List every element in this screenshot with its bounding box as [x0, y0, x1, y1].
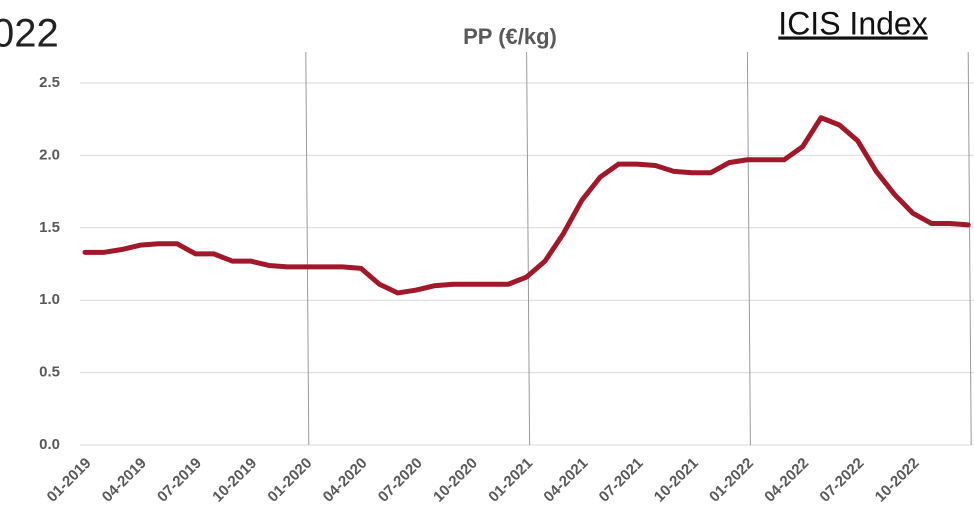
year-divider: [967, 51, 972, 446]
x-tick-label: 04-2021: [540, 455, 591, 506]
x-tick-label: 01-2020: [264, 455, 315, 506]
y-tick-label: 2.5: [39, 74, 60, 91]
x-tick-label: 04-2022: [761, 455, 812, 506]
x-tick-label: 07-2022: [816, 455, 867, 506]
year-divider: [305, 51, 310, 446]
y-tick-label: 2.0: [39, 146, 60, 163]
year-divider: [526, 51, 531, 446]
x-tick-label: 04-2020: [320, 455, 371, 506]
x-tick-label: 01-2019: [44, 455, 95, 506]
y-tick-label: 0.0: [39, 436, 60, 453]
x-tick-label: 01-2021: [485, 455, 536, 506]
y-tick-label: 1.0: [39, 291, 60, 308]
x-tick-label: 04-2019: [99, 455, 150, 506]
chart-title: PP (€/kg): [463, 24, 557, 49]
x-tick-label: 07-2020: [375, 455, 426, 506]
corner-text: 022: [0, 12, 59, 56]
index-link[interactable]: ICIS Index: [778, 5, 927, 41]
x-tick-label: 10-2021: [651, 455, 702, 506]
x-tick-label: 10-2020: [430, 455, 481, 506]
y-tick-label: 0.5: [39, 364, 60, 381]
year-divider: [746, 51, 751, 446]
x-tick-label: 01-2022: [706, 455, 757, 506]
x-tick-label: 10-2019: [209, 455, 260, 506]
x-tick-label: 07-2021: [596, 455, 647, 506]
x-tick-label: 10-2022: [872, 455, 923, 506]
data-line: [82, 115, 971, 296]
y-tick-label: 1.5: [39, 219, 60, 236]
x-tick-label: 07-2019: [154, 455, 205, 506]
